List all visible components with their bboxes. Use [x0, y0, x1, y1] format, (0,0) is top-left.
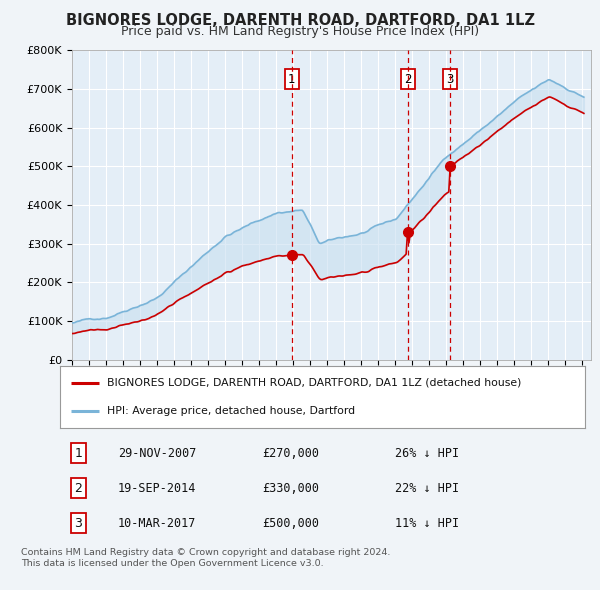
- Text: £270,000: £270,000: [263, 447, 320, 460]
- Text: 22% ↓ HPI: 22% ↓ HPI: [395, 481, 460, 495]
- Text: HPI: Average price, detached house, Dartford: HPI: Average price, detached house, Dart…: [107, 406, 355, 416]
- Text: BIGNORES LODGE, DARENTH ROAD, DARTFORD, DA1 1LZ: BIGNORES LODGE, DARENTH ROAD, DARTFORD, …: [65, 13, 535, 28]
- Text: 1: 1: [288, 73, 295, 86]
- Text: Price paid vs. HM Land Registry's House Price Index (HPI): Price paid vs. HM Land Registry's House …: [121, 25, 479, 38]
- Text: 26% ↓ HPI: 26% ↓ HPI: [395, 447, 460, 460]
- Text: 10-MAR-2017: 10-MAR-2017: [118, 517, 196, 530]
- Text: Contains HM Land Registry data © Crown copyright and database right 2024.: Contains HM Land Registry data © Crown c…: [21, 548, 391, 556]
- Text: 19-SEP-2014: 19-SEP-2014: [118, 481, 196, 495]
- Text: 2: 2: [74, 481, 82, 495]
- Text: 1: 1: [74, 447, 82, 460]
- Text: 2: 2: [404, 73, 412, 86]
- Text: £330,000: £330,000: [263, 481, 320, 495]
- Text: £500,000: £500,000: [263, 517, 320, 530]
- Text: 3: 3: [446, 73, 453, 86]
- Text: This data is licensed under the Open Government Licence v3.0.: This data is licensed under the Open Gov…: [21, 559, 323, 568]
- Text: 29-NOV-2007: 29-NOV-2007: [118, 447, 196, 460]
- Text: 3: 3: [74, 517, 82, 530]
- Text: 11% ↓ HPI: 11% ↓ HPI: [395, 517, 460, 530]
- Text: BIGNORES LODGE, DARENTH ROAD, DARTFORD, DA1 1LZ (detached house): BIGNORES LODGE, DARENTH ROAD, DARTFORD, …: [107, 378, 521, 388]
